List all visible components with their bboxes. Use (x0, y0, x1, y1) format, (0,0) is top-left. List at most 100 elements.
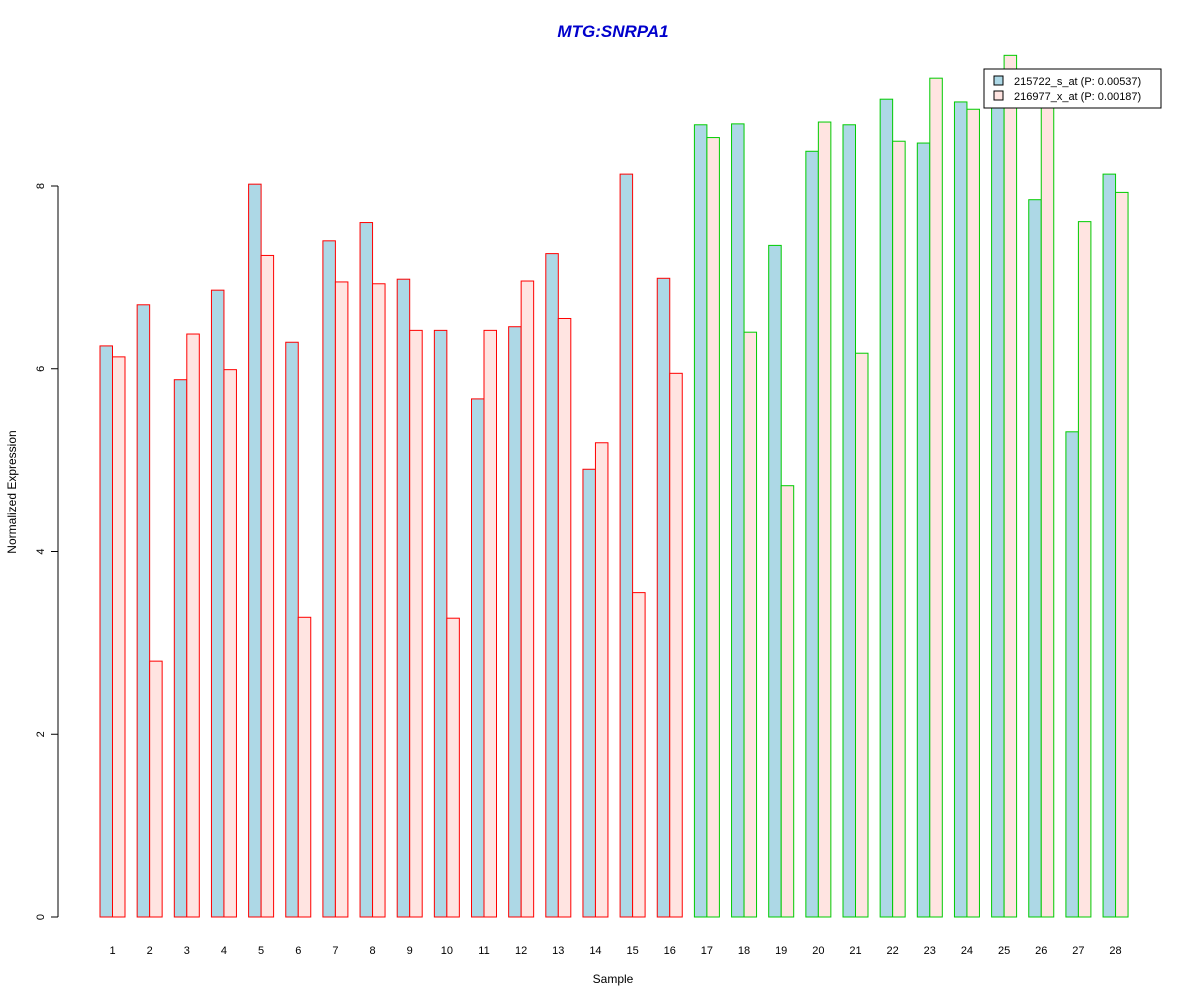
bar-sample-8-series-2 (372, 283, 386, 918)
x-tick-label-21: 21 (849, 945, 861, 957)
bar-sample-19-series-1 (768, 244, 782, 918)
bar-sample-6-series-1 (285, 341, 299, 918)
bar-sample-12-series-2 (520, 280, 535, 918)
x-tick-label-4: 4 (221, 945, 227, 957)
x-tick-label-12: 12 (515, 945, 527, 957)
bar-sample-9-series-2 (409, 329, 423, 918)
x-axis-label: Sample (593, 972, 634, 986)
x-tick-label-13: 13 (552, 945, 564, 957)
bar-sample-26-series-1 (1028, 199, 1042, 918)
bar-sample-10-series-2 (446, 617, 460, 918)
bar-sample-14-series-1 (582, 468, 596, 918)
chart-title: MTG:SNRPA1 (557, 22, 668, 41)
x-tick-label-2: 2 (147, 945, 153, 957)
bar-sample-10-series-1 (433, 329, 448, 918)
bars-group (99, 54, 1129, 918)
bar-sample-4-series-1 (210, 289, 225, 918)
x-tick-label-5: 5 (258, 945, 264, 957)
x-tick-label-28: 28 (1109, 945, 1121, 957)
x-tick-label-25: 25 (998, 945, 1010, 957)
bar-sample-24-series-1 (953, 101, 968, 918)
bar-sample-15-series-1 (619, 173, 634, 918)
x-tick-label-19: 19 (775, 945, 787, 957)
bar-sample-5-series-1 (248, 183, 262, 918)
bar-sample-2-series-1 (136, 304, 151, 918)
legend-box (983, 68, 1162, 109)
x-tick-label-11: 11 (478, 945, 489, 957)
bar-sample-8-series-1 (359, 222, 374, 918)
legend-swatch-series-1 (993, 75, 1004, 86)
x-tick-label-20: 20 (812, 945, 824, 957)
bar-sample-3-series-1 (173, 379, 188, 918)
bar-sample-16-series-2 (669, 372, 683, 918)
y-tick-label: 4 (35, 548, 47, 554)
x-tick-label-1: 1 (109, 945, 115, 957)
bar-sample-6-series-2 (297, 616, 312, 918)
bar-sample-27-series-2 (1077, 221, 1092, 918)
x-tick-label-16: 16 (664, 945, 676, 957)
bar-sample-26-series-2 (1040, 103, 1055, 918)
x-tick-label-6: 6 (295, 945, 301, 957)
bar-sample-11-series-2 (483, 329, 497, 918)
bar-sample-7-series-2 (334, 281, 349, 918)
bar-sample-25-series-1 (991, 100, 1005, 918)
bar-sample-25-series-2 (1003, 54, 1018, 918)
x-tick-label-27: 27 (1072, 945, 1084, 957)
bar-sample-24-series-2 (966, 108, 980, 918)
bar-sample-18-series-1 (731, 123, 745, 918)
bar-sample-11-series-1 (471, 398, 485, 918)
bar-sample-22-series-2 (892, 140, 906, 918)
x-tick-label-9: 9 (407, 945, 413, 957)
bar-sample-5-series-2 (260, 254, 275, 918)
bar-sample-4-series-2 (223, 369, 237, 918)
bar-sample-27-series-1 (1065, 431, 1079, 918)
y-tick-label: 6 (35, 366, 47, 372)
bar-sample-17-series-1 (693, 124, 708, 918)
bar-sample-21-series-2 (855, 352, 869, 918)
bar-sample-12-series-1 (508, 326, 522, 918)
bar-sample-1-series-2 (112, 356, 126, 918)
legend-label-series-1: 215722_s_at (P: 0.00537) (1014, 76, 1141, 88)
bar-sample-15-series-2 (632, 592, 646, 918)
bar-sample-23-series-2 (929, 77, 943, 918)
bar-sample-14-series-2 (594, 442, 609, 918)
bar-sample-18-series-2 (743, 331, 758, 918)
bar-sample-20-series-1 (805, 150, 819, 918)
bar-sample-17-series-2 (706, 137, 720, 918)
bar-sample-16-series-1 (656, 277, 671, 918)
x-tick-label-7: 7 (332, 945, 338, 957)
bar-sample-19-series-2 (780, 485, 795, 918)
bar-sample-9-series-1 (396, 278, 411, 918)
y-axis-label: Normalized Expression (5, 430, 19, 553)
bar-sample-13-series-2 (557, 317, 572, 918)
bar-sample-22-series-1 (879, 98, 894, 918)
bar-sample-28-series-1 (1102, 173, 1117, 918)
bar-sample-23-series-1 (916, 142, 931, 918)
y-tick-label: 8 (35, 183, 47, 189)
x-tick-label-10: 10 (441, 945, 453, 957)
x-tick-labels: 1 2 3 4 5 6 7 8 9 10 11 12 13 14 15 16 17 18 19 20 21 22 23 24 2… (109, 945, 1121, 957)
y-tick-label: 0 (35, 914, 47, 920)
x-tick-label-8: 8 (369, 945, 375, 957)
x-tick-label-14: 14 (589, 945, 601, 957)
y-axis: 0 2 4 6 8 (35, 183, 59, 920)
bar-sample-3-series-2 (186, 333, 200, 918)
bar-sample-1-series-1 (99, 345, 113, 918)
x-tick-label-23: 23 (924, 945, 936, 957)
x-tick-label-17: 17 (701, 945, 713, 957)
bar-sample-21-series-1 (842, 124, 856, 918)
legend-label-series-2: 216977_x_at (P: 0.00187) (1014, 91, 1141, 103)
bar-sample-7-series-1 (322, 240, 336, 918)
bar-sample-13-series-1 (545, 253, 559, 918)
x-tick-label-26: 26 (1035, 945, 1047, 957)
legend: 215722_s_at (P: 0.00537) 216977_x_at (P:… (983, 68, 1162, 109)
y-tick-label: 2 (35, 731, 47, 737)
bar-sample-2-series-2 (149, 660, 163, 918)
x-tick-label-18: 18 (738, 945, 750, 957)
x-tick-label-3: 3 (184, 945, 190, 957)
x-tick-label-24: 24 (961, 945, 973, 957)
bar-sample-20-series-2 (817, 121, 832, 918)
legend-swatch-series-2 (993, 90, 1004, 101)
x-tick-label-22: 22 (887, 945, 899, 957)
